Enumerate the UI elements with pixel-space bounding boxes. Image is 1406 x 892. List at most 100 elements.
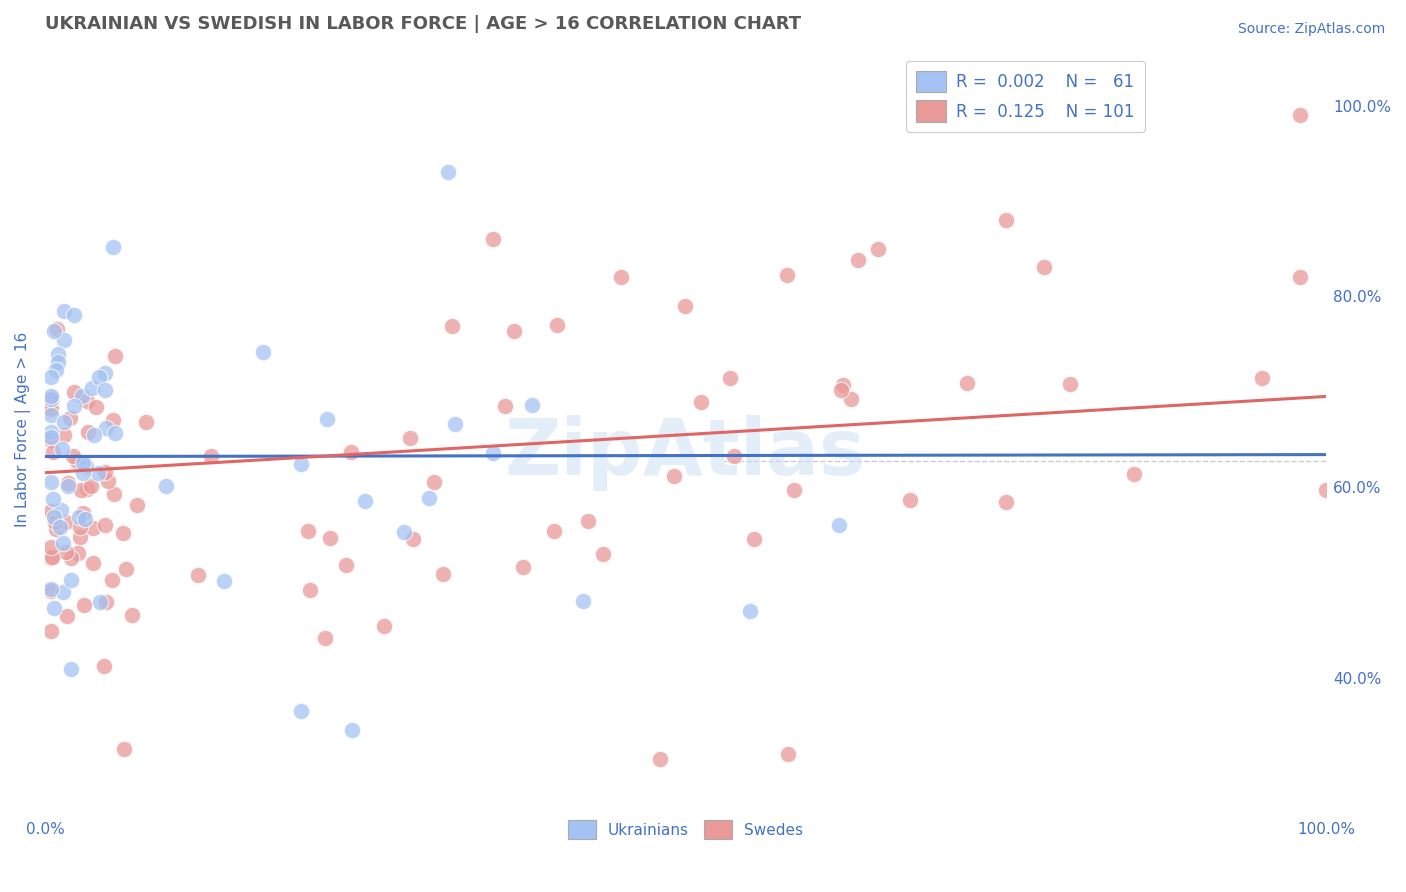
Point bbox=[423, 475, 446, 489]
Point bbox=[543, 524, 565, 538]
Point bbox=[55, 544, 77, 558]
Point bbox=[39, 408, 62, 422]
Point bbox=[572, 594, 595, 608]
Point bbox=[900, 493, 922, 508]
Point bbox=[994, 213, 1017, 227]
Point bbox=[994, 495, 1017, 509]
Point bbox=[94, 465, 117, 479]
Point bbox=[956, 376, 979, 391]
Point bbox=[62, 385, 84, 400]
Point bbox=[80, 479, 103, 493]
Point bbox=[63, 308, 86, 322]
Point bbox=[53, 427, 76, 442]
Point bbox=[1289, 108, 1312, 122]
Point bbox=[482, 446, 505, 460]
Point bbox=[83, 428, 105, 442]
Point bbox=[103, 426, 125, 441]
Point bbox=[39, 370, 62, 384]
Point bbox=[55, 609, 77, 624]
Point bbox=[1122, 467, 1144, 481]
Point bbox=[101, 240, 124, 254]
Point bbox=[39, 433, 62, 447]
Point bbox=[212, 574, 235, 588]
Point bbox=[96, 421, 118, 435]
Point bbox=[290, 704, 312, 718]
Point bbox=[41, 392, 63, 406]
Point bbox=[675, 299, 697, 313]
Point bbox=[89, 594, 111, 608]
Point bbox=[546, 318, 568, 333]
Point bbox=[648, 752, 671, 766]
Point bbox=[1289, 269, 1312, 284]
Point bbox=[592, 547, 614, 561]
Point bbox=[49, 519, 72, 533]
Point bbox=[67, 546, 90, 560]
Point bbox=[67, 510, 90, 524]
Point bbox=[63, 400, 86, 414]
Point bbox=[66, 453, 89, 467]
Point bbox=[46, 346, 69, 360]
Point bbox=[444, 417, 467, 431]
Point bbox=[1059, 377, 1081, 392]
Point bbox=[51, 442, 73, 456]
Point bbox=[432, 567, 454, 582]
Point bbox=[39, 397, 62, 411]
Point bbox=[93, 658, 115, 673]
Point bbox=[59, 662, 82, 676]
Point bbox=[52, 304, 75, 318]
Point bbox=[73, 598, 96, 612]
Point bbox=[75, 458, 97, 473]
Point bbox=[839, 392, 862, 406]
Point bbox=[437, 165, 460, 179]
Point bbox=[866, 242, 889, 256]
Point bbox=[187, 567, 209, 582]
Text: Source: ZipAtlas.com: Source: ZipAtlas.com bbox=[1237, 22, 1385, 37]
Point bbox=[73, 512, 96, 526]
Point bbox=[39, 624, 62, 638]
Point bbox=[782, 483, 804, 497]
Point bbox=[115, 562, 138, 576]
Point bbox=[392, 524, 415, 539]
Y-axis label: In Labor Force | Age > 16: In Labor Force | Age > 16 bbox=[15, 332, 31, 527]
Point bbox=[742, 533, 765, 547]
Point bbox=[82, 556, 104, 570]
Point bbox=[56, 475, 79, 490]
Point bbox=[121, 608, 143, 623]
Point bbox=[39, 475, 62, 489]
Point bbox=[342, 723, 364, 738]
Point bbox=[76, 393, 98, 408]
Point bbox=[828, 518, 851, 533]
Point bbox=[76, 425, 98, 439]
Point bbox=[59, 573, 82, 587]
Point bbox=[39, 402, 62, 417]
Text: ZipAtlas: ZipAtlas bbox=[505, 415, 866, 491]
Point bbox=[76, 482, 98, 496]
Point bbox=[44, 515, 66, 529]
Point bbox=[718, 371, 741, 385]
Point bbox=[112, 742, 135, 756]
Point bbox=[776, 268, 799, 282]
Point bbox=[354, 494, 377, 508]
Point bbox=[72, 456, 94, 470]
Point bbox=[399, 432, 422, 446]
Point bbox=[93, 366, 115, 380]
Point bbox=[72, 466, 94, 480]
Point bbox=[482, 232, 505, 246]
Point bbox=[52, 535, 75, 549]
Point bbox=[111, 525, 134, 540]
Point bbox=[94, 517, 117, 532]
Legend: Ukrainians, Swedes: Ukrainians, Swedes bbox=[562, 814, 808, 846]
Point bbox=[94, 595, 117, 609]
Point bbox=[42, 445, 65, 459]
Point bbox=[39, 392, 62, 406]
Point bbox=[610, 270, 633, 285]
Point bbox=[738, 604, 761, 618]
Point bbox=[1033, 260, 1056, 275]
Point bbox=[70, 389, 93, 403]
Point bbox=[662, 469, 685, 483]
Point bbox=[512, 559, 534, 574]
Point bbox=[125, 498, 148, 512]
Point bbox=[72, 506, 94, 520]
Point bbox=[200, 449, 222, 463]
Point bbox=[52, 585, 75, 599]
